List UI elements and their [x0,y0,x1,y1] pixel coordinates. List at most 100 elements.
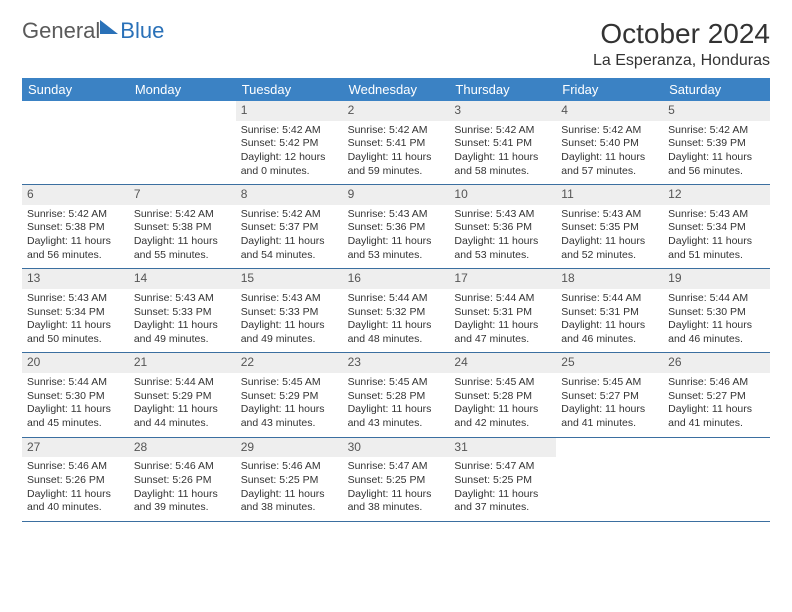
daylight-line: and 47 minutes. [454,333,551,347]
daylight-line: and 49 minutes. [241,333,338,347]
daylight-line: Daylight: 11 hours [561,319,658,333]
daylight-line: and 0 minutes. [241,165,338,179]
daylight-line: Daylight: 11 hours [668,235,765,249]
day-number: 23 [343,353,450,373]
sunrise-line: Sunrise: 5:44 AM [134,376,231,390]
day-number: 2 [343,101,450,121]
dow-cell: Friday [556,78,663,101]
sunset-line: Sunset: 5:30 PM [668,306,765,320]
daylight-line: Daylight: 11 hours [454,235,551,249]
sunset-line: Sunset: 5:37 PM [241,221,338,235]
daylight-line: Daylight: 11 hours [561,235,658,249]
header: General Blue October 2024 La Esperanza, … [22,18,770,70]
day-number: 21 [129,353,236,373]
day-number: 9 [343,185,450,205]
day-number: 16 [343,269,450,289]
daylight-line: Daylight: 11 hours [668,151,765,165]
day-cell: 2Sunrise: 5:42 AMSunset: 5:41 PMDaylight… [343,101,450,184]
sunrise-line: Sunrise: 5:42 AM [348,124,445,138]
day-number: 17 [449,269,556,289]
sunrise-line: Sunrise: 5:44 AM [561,292,658,306]
daylight-line: Daylight: 11 hours [241,488,338,502]
sunrise-line: Sunrise: 5:45 AM [454,376,551,390]
daylight-line: Daylight: 11 hours [348,235,445,249]
day-cell: 22Sunrise: 5:45 AMSunset: 5:29 PMDayligh… [236,353,343,436]
daylight-line: Daylight: 11 hours [561,151,658,165]
daylight-line: Daylight: 11 hours [241,403,338,417]
sunset-line: Sunset: 5:32 PM [348,306,445,320]
sunrise-line: Sunrise: 5:43 AM [454,208,551,222]
dow-cell: Tuesday [236,78,343,101]
day-cell: 21Sunrise: 5:44 AMSunset: 5:29 PMDayligh… [129,353,236,436]
daylight-line: and 56 minutes. [27,249,124,263]
daylight-line: Daylight: 11 hours [134,319,231,333]
sunrise-line: Sunrise: 5:42 AM [134,208,231,222]
daylight-line: Daylight: 11 hours [348,488,445,502]
sunset-line: Sunset: 5:34 PM [27,306,124,320]
sunrise-line: Sunrise: 5:42 AM [241,208,338,222]
daylight-line: Daylight: 11 hours [134,235,231,249]
sunset-line: Sunset: 5:35 PM [561,221,658,235]
sunrise-line: Sunrise: 5:46 AM [668,376,765,390]
sunset-line: Sunset: 5:25 PM [454,474,551,488]
sunrise-line: Sunrise: 5:42 AM [27,208,124,222]
day-cell: 20Sunrise: 5:44 AMSunset: 5:30 PMDayligh… [22,353,129,436]
day-number: 19 [663,269,770,289]
daylight-line: Daylight: 11 hours [561,403,658,417]
daylight-line: and 41 minutes. [668,417,765,431]
daylight-line: Daylight: 11 hours [668,403,765,417]
logo-text-general: General [22,18,100,44]
week-row: 13Sunrise: 5:43 AMSunset: 5:34 PMDayligh… [22,269,770,353]
day-number: 22 [236,353,343,373]
daylight-line: Daylight: 11 hours [454,151,551,165]
daylight-line: Daylight: 11 hours [348,403,445,417]
day-number: 14 [129,269,236,289]
daylight-line: and 37 minutes. [454,501,551,515]
sunrise-line: Sunrise: 5:42 AM [561,124,658,138]
title-block: October 2024 La Esperanza, Honduras [593,18,770,70]
daylight-line: and 51 minutes. [668,249,765,263]
day-cell [22,101,129,184]
daylight-line: and 42 minutes. [454,417,551,431]
day-cell: 29Sunrise: 5:46 AMSunset: 5:25 PMDayligh… [236,438,343,521]
day-number: 25 [556,353,663,373]
daylight-line: and 49 minutes. [134,333,231,347]
day-number: 15 [236,269,343,289]
daylight-line: and 38 minutes. [241,501,338,515]
day-cell: 5Sunrise: 5:42 AMSunset: 5:39 PMDaylight… [663,101,770,184]
day-cell: 11Sunrise: 5:43 AMSunset: 5:35 PMDayligh… [556,185,663,268]
day-cell: 24Sunrise: 5:45 AMSunset: 5:28 PMDayligh… [449,353,556,436]
day-number: 7 [129,185,236,205]
sunset-line: Sunset: 5:28 PM [454,390,551,404]
sunrise-line: Sunrise: 5:42 AM [241,124,338,138]
daylight-line: Daylight: 12 hours [241,151,338,165]
day-number: 28 [129,438,236,458]
day-number: 31 [449,438,556,458]
calendar: SundayMondayTuesdayWednesdayThursdayFrid… [22,78,770,522]
day-number: 5 [663,101,770,121]
sunset-line: Sunset: 5:36 PM [348,221,445,235]
day-cell [556,438,663,521]
day-number: 12 [663,185,770,205]
sunrise-line: Sunrise: 5:45 AM [241,376,338,390]
sunset-line: Sunset: 5:31 PM [454,306,551,320]
day-number: 10 [449,185,556,205]
daylight-line: and 54 minutes. [241,249,338,263]
location: La Esperanza, Honduras [593,52,770,70]
daylight-line: Daylight: 11 hours [454,403,551,417]
daylight-line: and 50 minutes. [27,333,124,347]
daylight-line: Daylight: 11 hours [27,235,124,249]
logo-triangle-icon [100,20,118,34]
sunrise-line: Sunrise: 5:44 AM [668,292,765,306]
sunset-line: Sunset: 5:41 PM [348,137,445,151]
daylight-line: and 52 minutes. [561,249,658,263]
daylight-line: Daylight: 11 hours [27,488,124,502]
sunset-line: Sunset: 5:38 PM [134,221,231,235]
day-cell: 4Sunrise: 5:42 AMSunset: 5:40 PMDaylight… [556,101,663,184]
day-cell: 9Sunrise: 5:43 AMSunset: 5:36 PMDaylight… [343,185,450,268]
sunset-line: Sunset: 5:33 PM [134,306,231,320]
sunset-line: Sunset: 5:36 PM [454,221,551,235]
sunrise-line: Sunrise: 5:43 AM [561,208,658,222]
sunset-line: Sunset: 5:38 PM [27,221,124,235]
daylight-line: and 39 minutes. [134,501,231,515]
